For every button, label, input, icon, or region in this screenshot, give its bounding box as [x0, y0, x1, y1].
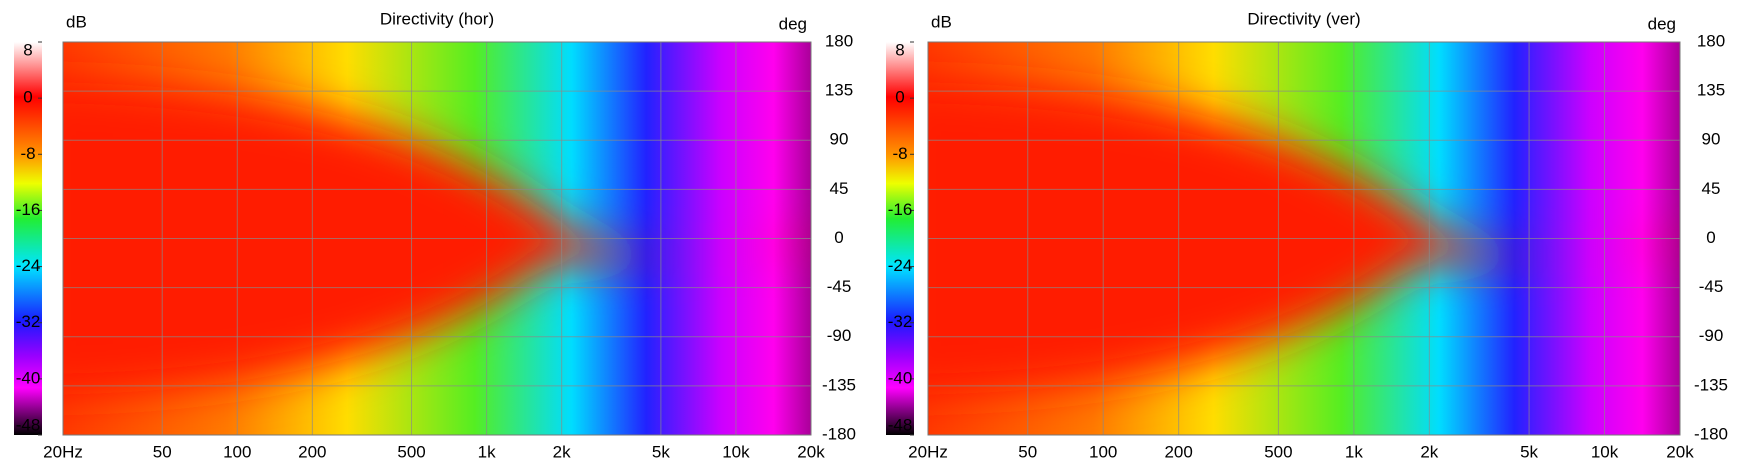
- colorbar-tick-label: 0: [895, 88, 904, 107]
- y-tick-label: -90: [1699, 326, 1724, 345]
- y-tick-label: 135: [1697, 81, 1725, 100]
- y-axis-label: deg: [779, 14, 807, 33]
- colorbar-tick-label: -48: [16, 415, 41, 434]
- colorbar-tick-label: -16: [16, 200, 41, 219]
- colorbar-tick-label: -40: [888, 368, 913, 387]
- y-tick-label: 45: [830, 179, 849, 198]
- x-tick-label: 10k: [1591, 442, 1619, 461]
- y-tick-label: -45: [827, 277, 852, 296]
- colorbar-tick-label: -8: [892, 144, 907, 163]
- x-tick-label: 1k: [1345, 442, 1363, 461]
- y-tick-label: 0: [1706, 228, 1715, 247]
- x-tick-label: 2k: [553, 442, 571, 461]
- colorbar-tick-label: -32: [16, 312, 41, 331]
- colorbar-tick-label: -8: [20, 144, 35, 163]
- x-tick-label: 50: [153, 442, 172, 461]
- y-tick-label: 135: [825, 81, 853, 100]
- x-tick-label: 20k: [1666, 442, 1694, 461]
- x-tick-label: 10k: [722, 442, 750, 461]
- chart-title: Directivity (hor): [380, 9, 494, 28]
- colorbar-label: dB: [66, 12, 87, 31]
- y-tick-label: 180: [1697, 31, 1725, 50]
- y-tick-label: -180: [822, 424, 856, 443]
- colorbar-tick-label: 0: [23, 88, 32, 107]
- colorbar-tick-label: -32: [888, 312, 913, 331]
- colorbar-tick-label: 8: [895, 40, 904, 59]
- y-tick-label: -45: [1699, 277, 1724, 296]
- x-tick-label: 5k: [652, 442, 670, 461]
- y-tick-label: 0: [834, 228, 843, 247]
- colorbar-tick-label: 8: [23, 40, 32, 59]
- colorbar-tick-label: -40: [16, 368, 41, 387]
- colorbar-tick-label: -48: [888, 415, 913, 434]
- x-tick-label: 200: [298, 442, 326, 461]
- colorbar: [14, 42, 42, 435]
- plot-frame: [927, 41, 1681, 436]
- y-tick-label: -135: [822, 375, 856, 394]
- x-tick-label: 100: [1089, 442, 1117, 461]
- colorbar: [886, 42, 914, 435]
- y-tick-label: -135: [1694, 375, 1728, 394]
- y-tick-label: -90: [827, 326, 852, 345]
- x-tick-label: 200: [1164, 442, 1192, 461]
- chart-title: Directivity (ver): [1247, 9, 1360, 28]
- x-tick-label: 20Hz: [43, 442, 83, 461]
- x-tick-label: 1k: [478, 442, 496, 461]
- y-tick-label: 90: [1702, 130, 1721, 149]
- x-tick-label: 100: [223, 442, 251, 461]
- x-tick-label: 500: [397, 442, 425, 461]
- y-tick-label: 45: [1702, 179, 1721, 198]
- colorbar-tick-label: -24: [16, 256, 41, 275]
- y-tick-label: 180: [825, 31, 853, 50]
- colorbar-label: dB: [931, 12, 952, 31]
- colorbar-tick-label: -24: [888, 256, 913, 275]
- x-tick-label: 500: [1264, 442, 1292, 461]
- y-tick-label: -180: [1694, 424, 1728, 443]
- x-tick-label: 2k: [1420, 442, 1438, 461]
- x-tick-label: 50: [1018, 442, 1037, 461]
- y-axis-label: deg: [1648, 14, 1676, 33]
- colorbar-tick-label: -16: [888, 200, 913, 219]
- y-tick-label: 90: [830, 130, 849, 149]
- x-tick-label: 20Hz: [908, 442, 948, 461]
- x-tick-label: 20k: [797, 442, 825, 461]
- x-tick-label: 5k: [1520, 442, 1538, 461]
- plot-frame: [62, 41, 812, 436]
